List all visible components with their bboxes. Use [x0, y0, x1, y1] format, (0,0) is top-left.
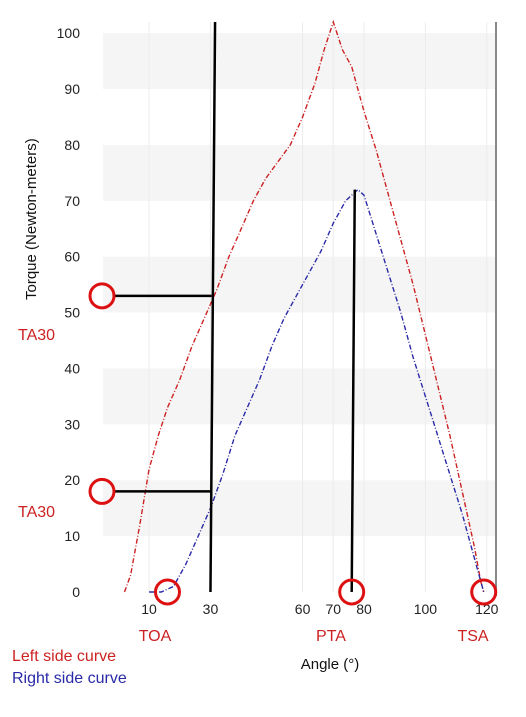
tsa-marker-circle: [470, 578, 498, 606]
annotation-label-tsa: TSA: [457, 628, 488, 645]
annotation-label-toa: TOA: [139, 628, 172, 645]
x-tick-label: 10: [141, 601, 157, 617]
annotation-label-ta30-lower: TA30: [18, 504, 55, 521]
y-axis-ticks: 0 10 20 30 40 50 60 70 80 90 100: [57, 25, 81, 600]
pta-reference-line: [350, 189, 357, 593]
x-tick-label: 70: [325, 601, 341, 617]
y-axis-title: Torque (Newton-meters): [23, 138, 40, 300]
left-curve-line: [123, 19, 485, 593]
y-tick-label: 10: [64, 528, 80, 544]
annotation-markers: [88, 282, 498, 606]
series-lines: [123, 19, 485, 593]
torque-marker-circle: [88, 477, 116, 505]
y-tick-label: 30: [64, 416, 80, 432]
x-tick-label: 100: [414, 601, 438, 617]
x-tick-label: 80: [356, 601, 372, 617]
torque-marker-circle: [88, 282, 116, 310]
y-tick-label: 40: [64, 360, 80, 376]
grid-band: [103, 368, 496, 425]
right-curve-line: [149, 188, 485, 593]
annotation-label-ta30-upper: TA30: [18, 327, 55, 344]
reference-lines: [209, 21, 357, 593]
grid-band: [103, 480, 496, 537]
annotation-label-pta: PTA: [316, 628, 346, 645]
x-axis-title: Angle (°): [301, 656, 360, 673]
x-axis-ticks: 10 30 60 70 80 100 120: [141, 601, 498, 617]
y-tick-label: 0: [72, 584, 80, 600]
grid-band: [103, 144, 496, 201]
x-tick-label: 30: [203, 601, 219, 617]
toa-marker-circle: [153, 578, 181, 606]
ta30-reference-line: [209, 21, 217, 593]
x-tick-label: 60: [295, 601, 311, 617]
y-tick-label: 80: [64, 137, 80, 153]
plot-background: [103, 22, 496, 592]
legend-left-curve: Left side curve: [12, 648, 117, 665]
grid-band: [103, 256, 496, 313]
y-tick-label: 60: [64, 249, 80, 265]
y-tick-label: 20: [64, 472, 80, 488]
y-tick-label: 90: [64, 81, 80, 97]
y-tick-label: 70: [64, 193, 80, 209]
y-tick-label: 50: [64, 305, 80, 321]
legend-right-curve: Right side curve: [12, 670, 127, 687]
y-tick-label: 100: [57, 25, 81, 41]
grid-band: [103, 33, 496, 90]
pta-marker-circle: [338, 578, 366, 606]
